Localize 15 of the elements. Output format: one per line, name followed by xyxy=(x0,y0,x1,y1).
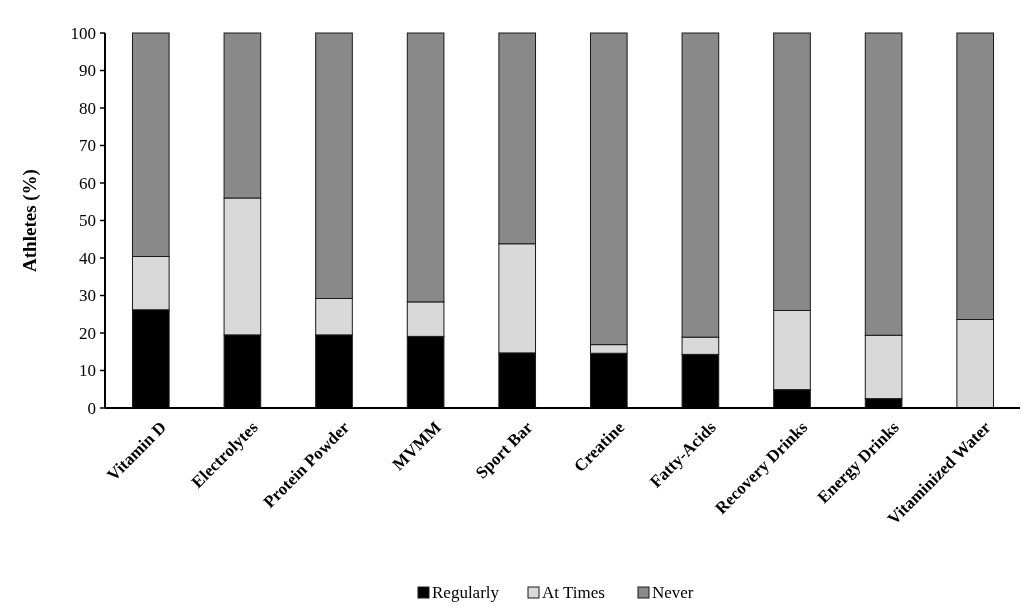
y-tick-label: 30 xyxy=(79,286,96,306)
y-tick-label: 60 xyxy=(79,173,96,193)
y-tick-label: 80 xyxy=(79,98,96,118)
y-tick-label: 100 xyxy=(70,23,96,43)
y-tick-label: 90 xyxy=(79,61,96,81)
legend-label: Regularly xyxy=(432,583,500,602)
y-tick-label: 70 xyxy=(79,136,96,156)
y-tick-label: 40 xyxy=(79,248,96,268)
legend-label: At Times xyxy=(542,583,605,602)
y-tick-label: 50 xyxy=(79,211,96,231)
legend-label: Never xyxy=(652,583,694,602)
y-axis-title: Athletes (%) xyxy=(19,169,41,272)
y-tick-label: 20 xyxy=(79,323,96,343)
y-tick-label: 0 xyxy=(87,398,96,418)
y-tick-label: 10 xyxy=(79,361,96,381)
